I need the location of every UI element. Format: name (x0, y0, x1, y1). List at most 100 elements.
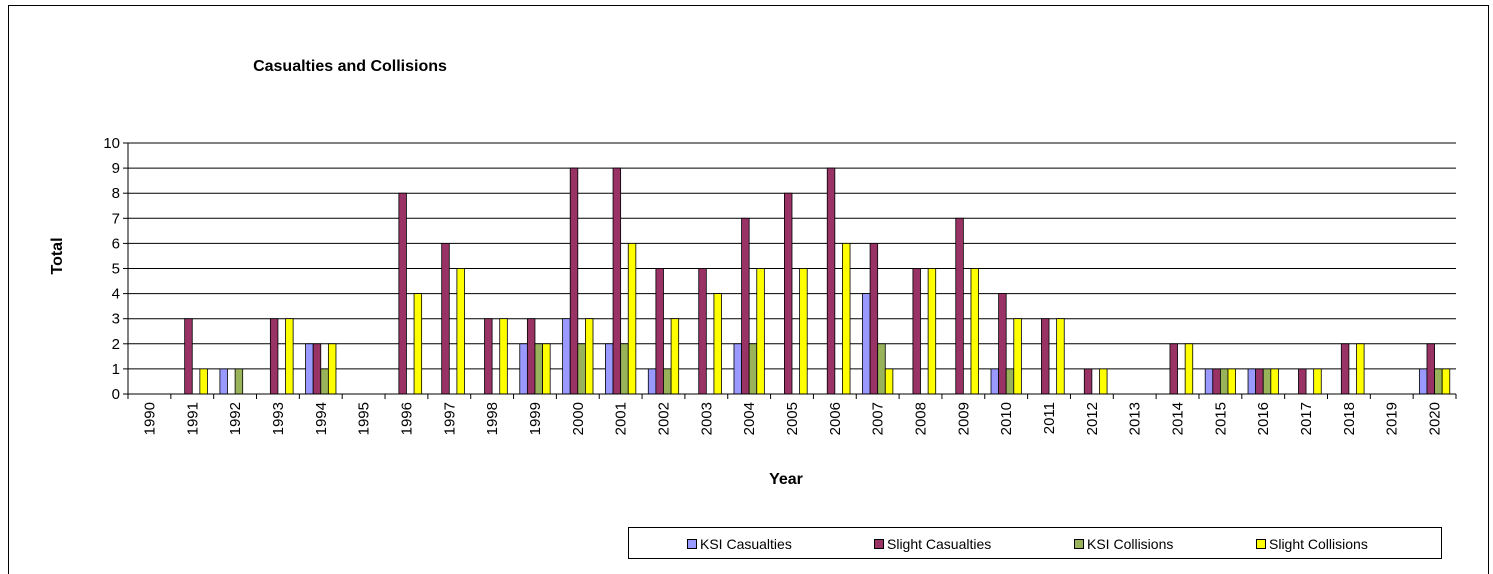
bar (457, 269, 465, 395)
legend-item-ksi-casualties: KSI Casualties (687, 536, 792, 552)
bar (1263, 369, 1271, 394)
legend-item-ksi-collisions: KSI Collisions (1074, 536, 1173, 552)
bar (885, 369, 893, 394)
bar (1220, 369, 1228, 394)
y-tick-label: 8 (112, 185, 120, 202)
bar (485, 319, 493, 394)
legend-item-slight-casualties: Slight Casualties (874, 536, 991, 552)
bar (878, 344, 886, 394)
y-tick-label: 5 (112, 261, 120, 278)
bar (442, 243, 450, 394)
x-tick-label: 1991 (184, 402, 201, 435)
x-tick-label: 1995 (356, 402, 373, 435)
x-tick-label: 2003 (698, 402, 715, 435)
bar (956, 218, 964, 394)
bar (535, 344, 543, 394)
bar (1057, 319, 1065, 394)
bar (605, 344, 613, 394)
bar (784, 193, 792, 394)
legend-swatch-ksi-collisions (1074, 539, 1084, 549)
bar (800, 269, 808, 395)
bar (270, 319, 278, 394)
x-tick-label: 2016 (1255, 402, 1272, 435)
bar (1014, 319, 1022, 394)
x-tick-label: 2020 (1427, 402, 1444, 435)
bar (1419, 369, 1427, 394)
bar (200, 369, 208, 394)
legend-swatch-ksi-casualties (687, 539, 697, 549)
bar (749, 344, 757, 394)
x-tick-label: 1993 (270, 402, 287, 435)
bar (321, 369, 329, 394)
y-tick-label: 4 (112, 286, 120, 303)
x-tick-label: 1994 (313, 402, 330, 435)
bar (286, 319, 294, 394)
bar (999, 294, 1007, 394)
x-tick-label: 1998 (484, 402, 501, 435)
x-tick-label: 2015 (1212, 402, 1229, 435)
bar (1248, 369, 1256, 394)
bar (578, 344, 586, 394)
x-tick-label: 2006 (827, 402, 844, 435)
x-tick-label: 2012 (1084, 402, 1101, 435)
y-tick-label: 9 (112, 160, 120, 177)
bar (714, 294, 722, 394)
bar (621, 344, 629, 394)
bar (328, 344, 336, 394)
bar (1256, 369, 1264, 394)
bar (663, 369, 671, 394)
x-tick-label: 2011 (1041, 402, 1058, 434)
bar (1006, 369, 1014, 394)
bar (1084, 369, 1092, 394)
bar (500, 319, 508, 394)
bar (648, 369, 656, 394)
bar (842, 243, 850, 394)
x-tick-label: 2014 (1170, 402, 1187, 435)
bar (671, 319, 679, 394)
bar (1205, 369, 1213, 394)
bar (913, 269, 921, 395)
y-tick-label: 2 (112, 336, 120, 353)
bar (1228, 369, 1236, 394)
bar (414, 294, 422, 394)
bar (313, 344, 321, 394)
y-tick-label: 7 (112, 210, 120, 227)
x-tick-label: 1992 (227, 402, 244, 435)
bar (742, 218, 750, 394)
bar (971, 269, 979, 395)
bar (306, 344, 314, 394)
bar (543, 344, 551, 394)
legend-swatch-slight-casualties (874, 539, 884, 549)
legend-item-slight-collisions: Slight Collisions (1256, 536, 1368, 552)
bar (520, 344, 528, 394)
bar (1314, 369, 1322, 394)
x-tick-label: 1990 (141, 402, 158, 435)
legend-label-ksi-collisions: KSI Collisions (1087, 536, 1173, 552)
x-tick-label: 2019 (1384, 402, 1401, 435)
bar (1170, 344, 1178, 394)
bar (734, 344, 742, 394)
bar (399, 193, 407, 394)
bar (862, 294, 870, 394)
bar (991, 369, 999, 394)
x-tick-label: 2007 (870, 402, 887, 435)
x-tick-label: 2017 (1298, 402, 1315, 435)
x-tick-label: 1999 (527, 402, 544, 435)
bar (1357, 344, 1365, 394)
y-axis-label: Total (49, 237, 66, 274)
bars (185, 168, 1450, 394)
y-tick-label: 0 (112, 386, 120, 403)
x-tick-label: 2008 (913, 402, 930, 435)
bar (1442, 369, 1450, 394)
bar (870, 243, 878, 394)
x-tick-label: 2004 (741, 402, 758, 435)
x-tick-label: 2000 (570, 402, 587, 435)
x-tick-label: 2010 (998, 402, 1015, 435)
bar (827, 168, 835, 394)
legend-label-ksi-casualties: KSI Casualties (700, 536, 792, 552)
bar (1271, 369, 1279, 394)
x-tick-label: 1997 (441, 402, 458, 435)
bar (1298, 369, 1306, 394)
bar (185, 319, 193, 394)
